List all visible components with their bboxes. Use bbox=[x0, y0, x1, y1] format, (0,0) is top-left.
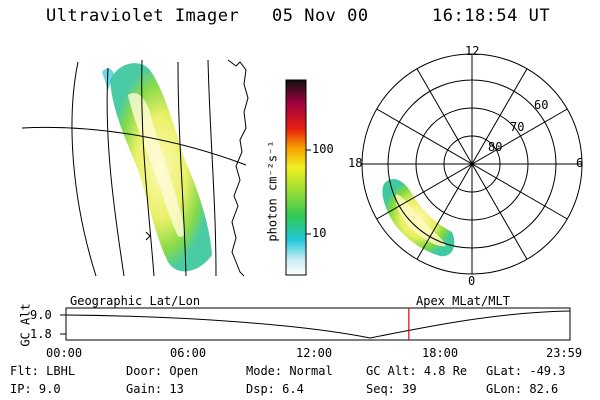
mlt-label-6: 6 bbox=[576, 156, 584, 170]
info-ip: IP: 9.0 bbox=[10, 382, 61, 396]
colorbar-unit-label: photon cm⁻²s⁻¹ bbox=[265, 140, 280, 242]
observation-date: 05 Nov 00 bbox=[272, 6, 369, 26]
timeline-panel bbox=[60, 307, 571, 341]
gc-alt-tick-low: 1.8 bbox=[30, 327, 52, 341]
instrument-title: Ultraviolet Imager bbox=[46, 6, 240, 26]
lon-line bbox=[106, 67, 125, 277]
info-gain: Gain: 13 bbox=[126, 382, 184, 396]
gc-alt-tick-high: 9.0 bbox=[30, 308, 52, 322]
geographic-caption: Geographic Lat/Lon bbox=[70, 294, 201, 308]
polar-plot bbox=[361, 53, 583, 275]
time-tick: 06:00 bbox=[170, 346, 207, 360]
lon-line bbox=[207, 59, 217, 277]
observation-time: 16:18:54 UT bbox=[432, 6, 551, 26]
apex-caption: Apex MLat/MLT bbox=[416, 294, 510, 308]
time-tick: 12:00 bbox=[296, 346, 333, 360]
info-glon: GLon: 82.6 bbox=[486, 382, 559, 396]
lon-line bbox=[141, 59, 155, 277]
info-dsp: Dsp: 6.4 bbox=[246, 382, 304, 396]
lat-label-70: 70 bbox=[510, 120, 525, 134]
info-mode: Mode: Normal bbox=[246, 364, 333, 378]
geographic-map bbox=[21, 59, 249, 277]
info-door: Door: Open bbox=[126, 364, 199, 378]
mlt-label-0: 0 bbox=[468, 274, 476, 288]
time-tick: 00:00 bbox=[46, 346, 83, 360]
info-gc-alt: GC Alt: 4.8 Re bbox=[366, 364, 468, 378]
lon-line bbox=[177, 61, 187, 277]
lat-line bbox=[21, 126, 247, 166]
time-tick: 23:59 bbox=[546, 346, 583, 360]
info-seq: Seq: 39 bbox=[366, 382, 417, 396]
info-flt: Flt: LBHL bbox=[10, 364, 76, 378]
time-tick: 18:00 bbox=[422, 346, 459, 360]
lon-line bbox=[71, 61, 97, 277]
colorbar-tick-100: 100 bbox=[312, 142, 334, 156]
colorbar bbox=[285, 79, 311, 276]
mlt-label-18: 18 bbox=[348, 156, 363, 170]
altitude-trace bbox=[65, 310, 571, 339]
lat-label-80: 80 bbox=[488, 140, 503, 154]
colorbar-tick-10: 10 bbox=[312, 226, 327, 240]
mlt-label-12: 12 bbox=[465, 44, 480, 58]
coastline bbox=[227, 59, 249, 277]
lat-label-60: 60 bbox=[534, 98, 549, 112]
info-glat: GLat: -49.3 bbox=[486, 364, 566, 378]
